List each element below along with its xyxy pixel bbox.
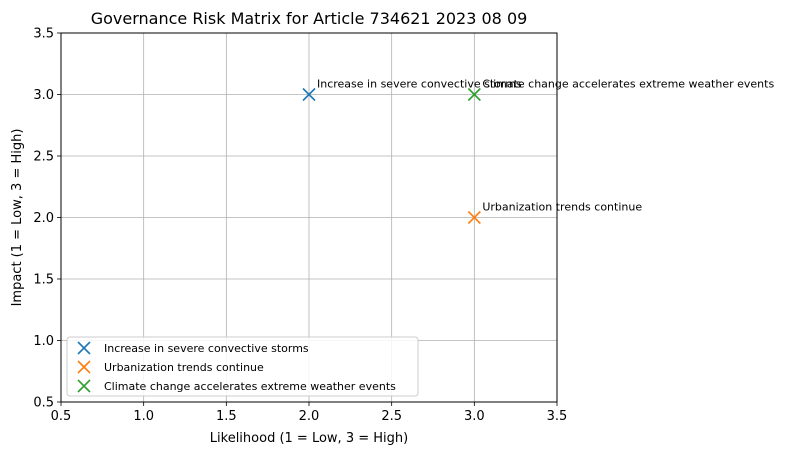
x-tick-label: 1.0 <box>133 409 154 424</box>
data-point <box>467 210 481 225</box>
x-tick-label: 3.5 <box>547 409 568 424</box>
y-tick-label: 1.0 <box>33 334 54 349</box>
legend-label: Increase in severe convective storms <box>104 342 309 355</box>
legend-label: Climate change accelerates extreme weath… <box>104 380 396 393</box>
y-tick-label: 3.0 <box>33 88 54 103</box>
data-point <box>467 87 481 102</box>
legend-label: Urbanization trends continue <box>104 361 264 374</box>
chart-title: Governance Risk Matrix for Article 73462… <box>91 9 528 28</box>
y-tick-label: 2.0 <box>33 211 54 226</box>
legend-box <box>66 336 419 397</box>
x-tick-label: 2.5 <box>381 409 402 424</box>
legend-entry: Climate change accelerates extreme weath… <box>77 379 396 393</box>
legend-entry: Urbanization trends continue <box>77 360 264 374</box>
point-annotation: Urbanization trends continue <box>482 201 642 214</box>
x-axis-ticks: 0.5 1.0 1.5 2.0 2.5 3.0 3.5 <box>51 402 568 424</box>
y-axis-ticks: 0.5 1.0 1.5 2.0 2.5 3.0 3.5 <box>33 27 61 411</box>
data-points <box>302 87 481 225</box>
plot-area-frame <box>60 32 558 403</box>
y-tick-label: 0.5 <box>33 396 54 411</box>
y-tick-label: 3.5 <box>33 27 54 42</box>
y-axis-label: Impact (1 = Low, 3 = High) <box>10 129 25 307</box>
x-tick-label: 1.5 <box>216 409 237 424</box>
x-tick-label: 0.5 <box>51 409 72 424</box>
point-annotations: Increase in severe convective storms Urba… <box>317 78 774 214</box>
data-point <box>302 87 316 102</box>
y-tick-label: 1.5 <box>33 273 54 288</box>
y-tick-label: 2.5 <box>33 150 54 165</box>
point-annotation: Increase in severe convective storms <box>317 78 522 91</box>
legend-entry: Increase in severe convective storms <box>77 341 309 355</box>
x-axis-label: Likelihood (1 = Low, 3 = High) <box>210 431 408 446</box>
x-tick-label: 2.0 <box>299 409 320 424</box>
legend: Increase in severe convective storms Urba… <box>66 336 419 397</box>
point-annotation: Climate change accelerates extreme weath… <box>482 78 774 91</box>
x-tick-label: 3.0 <box>464 409 485 424</box>
